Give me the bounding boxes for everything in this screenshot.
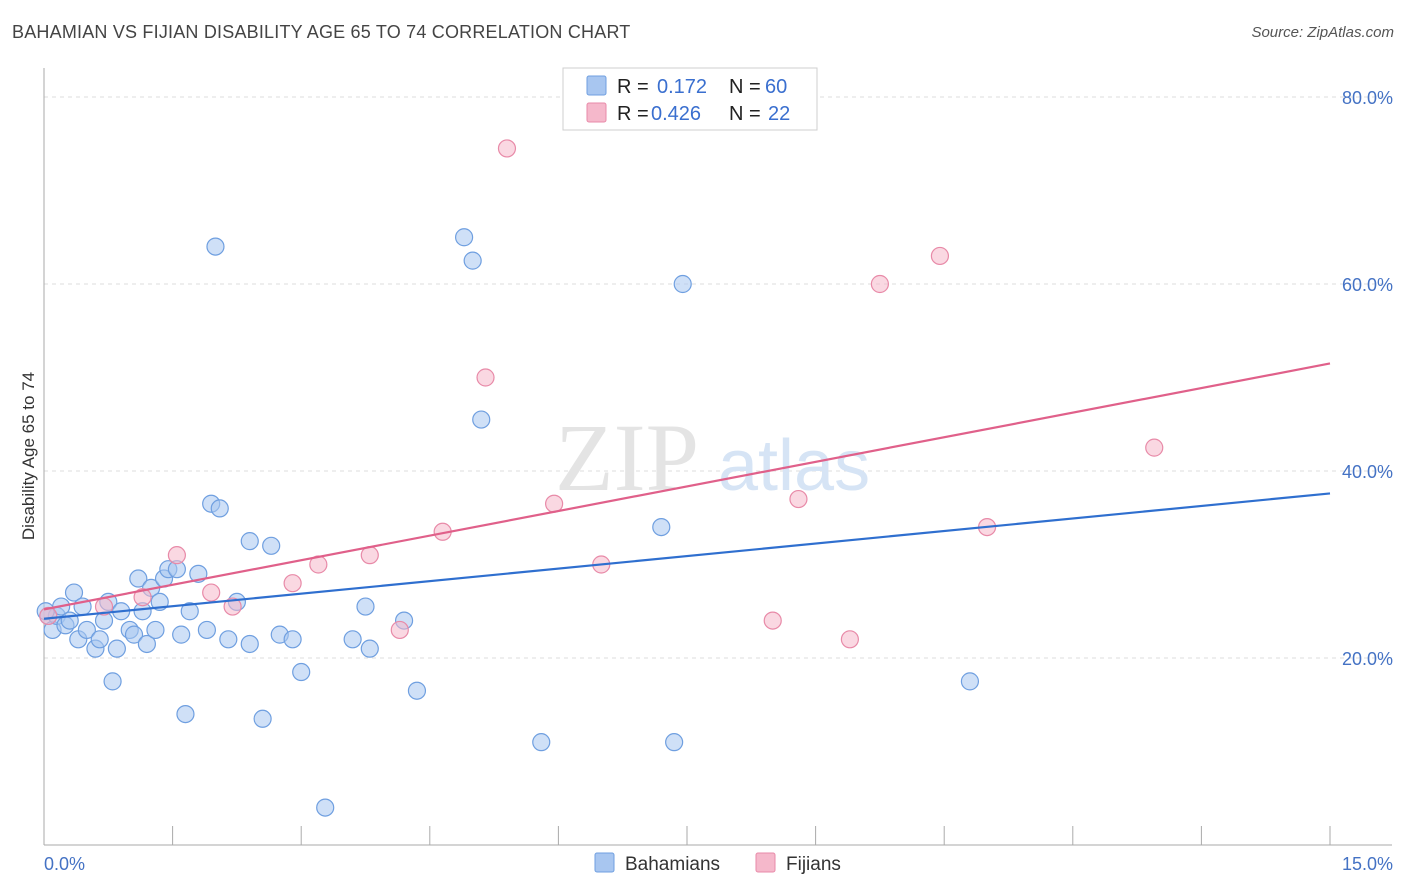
bahamians-trend-line [43,492,1331,620]
bahamians-point-9 [77,620,96,640]
x-tick-label-min: 0.0% [44,854,85,874]
fijians-point-19 [930,246,950,266]
bottom-legend-label-bahamians: Bahamians [625,854,720,875]
fijians-point-0 [39,606,58,626]
legend-r-value-1: 0.172 [657,76,707,98]
bahamians-point-21 [137,634,156,654]
bahamians-point-55 [652,517,671,537]
legend-swatch-blue [586,75,607,96]
bahamians-point-45 [316,798,335,817]
bottom-legend-swatch-blue [594,852,615,873]
bahamians-point-30 [180,602,199,621]
bahamians-point-44 [292,662,311,682]
fijians-trend-line [43,362,1331,611]
legend-n-label-1: N = [729,76,761,98]
fijians-point-16 [789,489,808,509]
bahamians-point-35 [210,499,229,518]
bahamians-point-32 [197,620,216,640]
bahamians-point-48 [360,639,379,658]
bahamians-point-38 [240,634,259,654]
bahamians-point-47 [356,597,375,616]
correlation-legend: R = 0.172 N = 60 R = 0.426 N = 22 [562,67,818,131]
bahamians-point-46 [343,630,362,649]
bahamians-point-36 [219,630,238,649]
bahamians-point-40 [253,709,272,728]
bahamians-point-54 [532,733,551,752]
bahamians-point-41 [262,536,281,555]
fijians-point-15 [763,611,782,630]
legend-r-value-2: 0.426 [651,103,701,125]
bahamians-point-18 [124,625,144,644]
watermark-zip: ZIP [555,404,699,511]
bahamians-point-6 [64,583,84,602]
fijians-point-4 [202,583,221,602]
y-tick-label-60: 60.0% [1342,275,1393,295]
legend-r-label-2: R = [617,103,649,125]
source-label: Source: ZipAtlas.com [1251,24,1394,41]
y-axis-title: Disability Age 65 to 74 [19,372,38,540]
bottom-legend-label-fijians: Fijians [786,854,841,875]
bahamians-point-39 [240,532,259,551]
bahamians-point-43 [283,630,302,649]
bahamians-point-58 [960,672,980,691]
legend-r-label-1: R = [617,76,649,98]
fijians-point-17 [840,630,859,649]
series-legend: Bahamians Fijians [594,852,841,875]
bahamians-point-52 [463,251,482,270]
legend-n-label-2: N = [729,103,761,125]
bahamians-points [36,228,980,817]
bahamians-point-57 [673,274,692,294]
fijians-points [39,139,1164,649]
legend-swatch-pink [586,102,607,123]
bahamians-point-50 [407,681,427,700]
bahamians-point-14 [103,672,122,691]
axes [43,68,1392,846]
fijians-point-3 [167,546,186,565]
bahamians-point-19 [129,569,148,588]
legend-n-value-1: 60 [765,76,787,98]
grid-lines [44,96,1392,659]
bahamians-point-15 [107,639,126,658]
fijians-point-9 [390,620,409,640]
fijians-point-18 [870,274,890,294]
watermark: ZIP atlas [555,404,870,511]
bahamians-point-11 [90,630,109,649]
bahamians-point-56 [665,733,684,752]
trend-lines [43,362,1331,620]
fijians-point-21 [1145,438,1164,457]
chart-title: BAHAMIAN VS FIJIAN DISABILITY AGE 65 TO … [12,22,631,42]
fijians-point-6 [283,574,302,593]
fijians-point-2 [133,588,152,607]
fijians-point-5 [223,597,242,616]
bahamians-point-34 [206,237,225,256]
bahamians-point-29 [176,704,195,724]
y-tick-label-40: 40.0% [1342,462,1393,482]
bahamians-point-28 [172,625,191,644]
y-tick-label-80: 80.0% [1342,88,1393,108]
legend-n-value-2: 22 [768,103,790,125]
fijians-point-12 [497,139,517,158]
bahamians-point-23 [146,620,165,640]
bahamians-point-53 [472,410,491,429]
x-tick-label-max: 15.0% [1342,854,1393,874]
tick-labels: 20.0% 40.0% 60.0% 80.0% 0.0% 15.0% [44,88,1393,874]
bottom-legend-swatch-pink [755,852,776,873]
bahamians-point-51 [454,228,474,247]
y-tick-label-20: 20.0% [1342,649,1393,669]
fijians-point-11 [476,368,495,387]
